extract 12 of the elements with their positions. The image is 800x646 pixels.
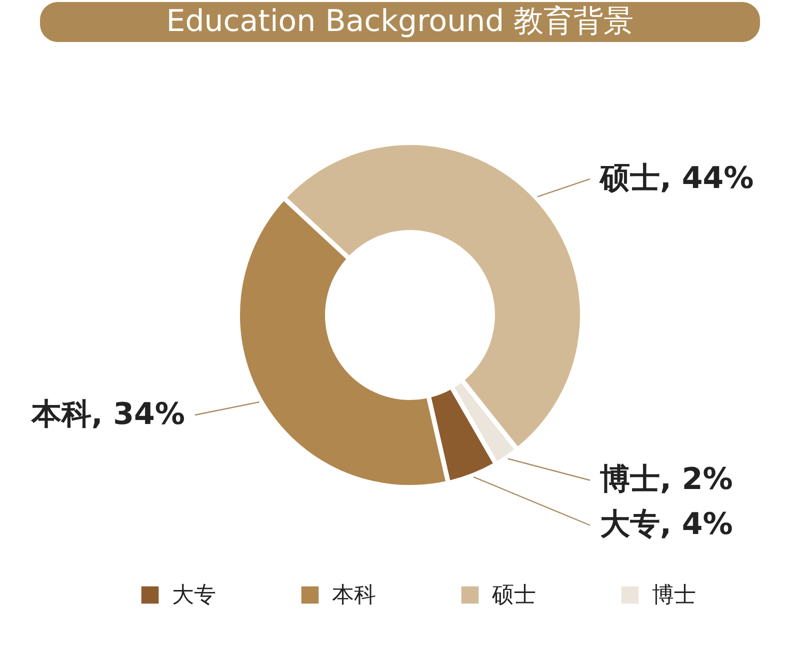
legend-label: 本科 xyxy=(332,583,376,608)
data-label: 大专, 4% xyxy=(600,507,733,542)
data-label: 硕士, 44% xyxy=(599,160,754,196)
legend-label: 硕士 xyxy=(491,583,536,608)
donut-slice xyxy=(240,201,446,485)
legend-label: 大专 xyxy=(172,583,216,608)
donut-slice xyxy=(454,382,514,462)
donut-slice xyxy=(431,390,493,480)
data-label: 博士, 2% xyxy=(600,462,733,498)
chart-title: Education Background 教育背景 xyxy=(166,4,634,39)
legend-label: 博士 xyxy=(652,583,696,608)
data-label: 本科, 34% xyxy=(30,397,185,432)
